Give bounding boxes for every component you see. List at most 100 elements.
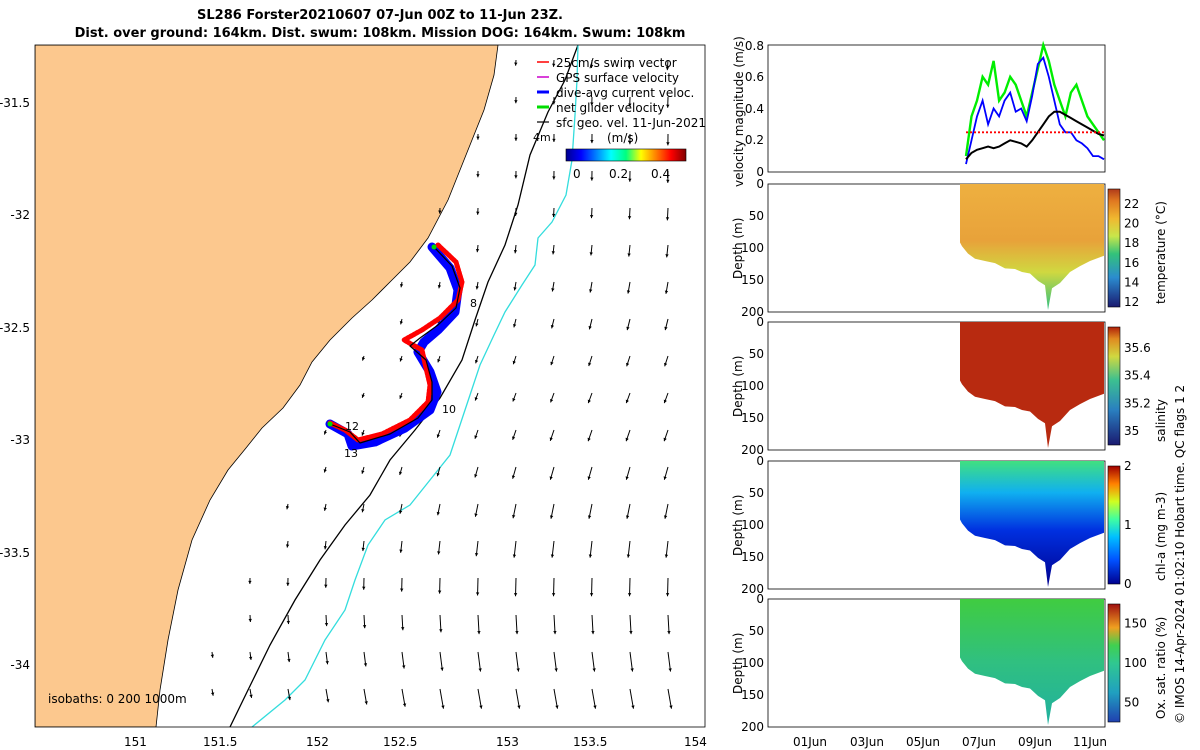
vector-arrowhead bbox=[514, 212, 518, 216]
vector-arrowhead bbox=[286, 582, 290, 586]
vector-arrowhead bbox=[550, 361, 554, 366]
vector-arrowhead bbox=[627, 216, 632, 220]
vector-arrowhead bbox=[513, 593, 518, 597]
vector-arrowhead bbox=[474, 359, 479, 364]
map-y-axis: -31.5 -32 -32.5 -33 -33.5 -34 bbox=[0, 96, 30, 672]
vector-arrowhead bbox=[593, 705, 597, 709]
chla-colorbar-label: chl-a (mg m-3) bbox=[1154, 492, 1168, 581]
vector-arrowhead bbox=[666, 179, 670, 183]
colorbar-tick-label: 20 bbox=[1124, 216, 1139, 230]
track-label-4m: 4m bbox=[533, 131, 551, 144]
vector-arrowhead bbox=[513, 323, 517, 328]
vector-arrowhead bbox=[665, 254, 669, 258]
chart-title-line1: SL286 Forster20210607 07-Jun 00Z to 11-J… bbox=[197, 8, 563, 23]
x-tick-label: 07Jun bbox=[962, 735, 996, 749]
x-tick-label: 151.5 bbox=[203, 735, 237, 749]
vector-arrowhead bbox=[512, 398, 516, 402]
vector-arrowhead bbox=[439, 629, 443, 633]
vector-arrow bbox=[553, 614, 556, 635]
vector-arrowhead bbox=[515, 630, 519, 635]
y-tick-label: 0.6 bbox=[745, 70, 764, 84]
vector-arrow bbox=[591, 651, 596, 672]
y-tick-label: 50 bbox=[749, 347, 764, 361]
legend-label: GPS surface velocity bbox=[556, 71, 679, 85]
vector-arrowhead bbox=[625, 515, 630, 519]
x-tick-label: 153.5 bbox=[573, 735, 607, 749]
vector-arrowhead bbox=[476, 136, 480, 140]
vector-arrowhead bbox=[552, 138, 556, 142]
vector-arrowhead bbox=[663, 399, 667, 404]
vector-arrowhead bbox=[627, 65, 632, 70]
vector-arrowhead bbox=[587, 399, 591, 404]
vector-arrowhead bbox=[474, 513, 478, 517]
vector-arrowhead bbox=[512, 554, 517, 558]
x-tick-label: 151 bbox=[124, 735, 147, 749]
vector-arrow bbox=[477, 651, 482, 672]
colorbar-tick-label: 35.4 bbox=[1124, 369, 1151, 383]
y-tick-label: 200 bbox=[741, 305, 764, 319]
vector-arrowhead bbox=[514, 175, 518, 179]
chla-section-panel: 0 50 100 150 200 Depth (m) 0 1 2 chl-a (mg m-3) bbox=[731, 454, 1168, 596]
vector-arrowhead bbox=[286, 620, 291, 625]
vector-arrowhead bbox=[590, 140, 594, 144]
vector-arrowhead bbox=[474, 552, 479, 557]
vector-arrowhead bbox=[514, 100, 518, 104]
y-tick-label: 50 bbox=[749, 624, 764, 638]
vector-arrowhead bbox=[589, 289, 593, 293]
vector-arrowhead bbox=[625, 476, 629, 480]
vector-arrow bbox=[667, 614, 670, 635]
legend-current-velocity: dive-avg current veloc. bbox=[537, 86, 694, 100]
velocity-series bbox=[964, 40, 1105, 165]
vector-arrowhead bbox=[665, 593, 670, 597]
vector-arrowhead bbox=[248, 618, 252, 622]
isobath-200m bbox=[229, 45, 579, 727]
colorbar-unit: (m/s) bbox=[607, 131, 638, 145]
track-end-marker bbox=[327, 421, 333, 427]
vector-arrowhead bbox=[553, 630, 557, 635]
vector-arrowhead bbox=[325, 660, 329, 665]
vector-arrowhead bbox=[513, 287, 517, 291]
vector-arrowhead bbox=[666, 142, 670, 146]
vector-arrowhead bbox=[361, 547, 365, 552]
vector-arrowhead bbox=[552, 213, 556, 218]
vector-arrowhead bbox=[665, 217, 670, 221]
vector-arrowhead bbox=[625, 437, 629, 442]
vector-arrowhead bbox=[398, 510, 403, 514]
vector-arrow bbox=[477, 614, 480, 635]
vector-arrowhead bbox=[591, 630, 595, 635]
isobath-1000m bbox=[251, 45, 579, 727]
vector-arrowhead bbox=[551, 593, 556, 597]
vector-arrowhead bbox=[663, 476, 667, 480]
vector-arrowhead bbox=[549, 515, 554, 519]
vector-arrow bbox=[667, 651, 672, 672]
vector-arrowhead bbox=[361, 357, 366, 361]
map-x-axis: 151 151.5 152 152.5 153 153.5 154 bbox=[124, 735, 707, 749]
vector-arrowhead bbox=[326, 698, 330, 703]
colorbar-tick-label: 50 bbox=[1124, 695, 1139, 709]
vector-arrowhead bbox=[474, 397, 478, 401]
legend-label: dive-avg current veloc. bbox=[556, 86, 694, 100]
velocity-series-line bbox=[965, 55, 1105, 165]
vector-arrowhead bbox=[324, 584, 328, 588]
y-tick-label: 100 bbox=[741, 379, 764, 393]
vector-arrow bbox=[629, 688, 634, 709]
vector-arrowhead bbox=[628, 103, 632, 107]
vector-arrowhead bbox=[550, 324, 555, 329]
vector-arrow bbox=[515, 651, 520, 672]
y-tick-label: -34 bbox=[10, 658, 30, 672]
vector-arrowhead bbox=[626, 326, 630, 331]
colorbar-tick-label: 35.2 bbox=[1124, 396, 1151, 410]
legend-label: net glider velocity bbox=[556, 101, 664, 115]
vector-arrowhead bbox=[588, 325, 592, 330]
vector-arrowhead bbox=[248, 580, 252, 584]
track-map: 8 10 12 13 4m 25cm/s swim vector GPS sur… bbox=[0, 44, 707, 749]
vector-arrowhead bbox=[588, 362, 592, 367]
vector-arrowhead bbox=[437, 551, 441, 555]
colorbar-tick-label: 100 bbox=[1124, 656, 1147, 670]
vector-arrowhead bbox=[631, 705, 635, 709]
vector-arrowhead bbox=[210, 692, 215, 696]
vector-arrowhead bbox=[666, 104, 670, 108]
x-tick-label: 03Jun bbox=[850, 735, 884, 749]
vector-arrow bbox=[553, 688, 558, 709]
vector-arrowhead bbox=[479, 705, 483, 709]
